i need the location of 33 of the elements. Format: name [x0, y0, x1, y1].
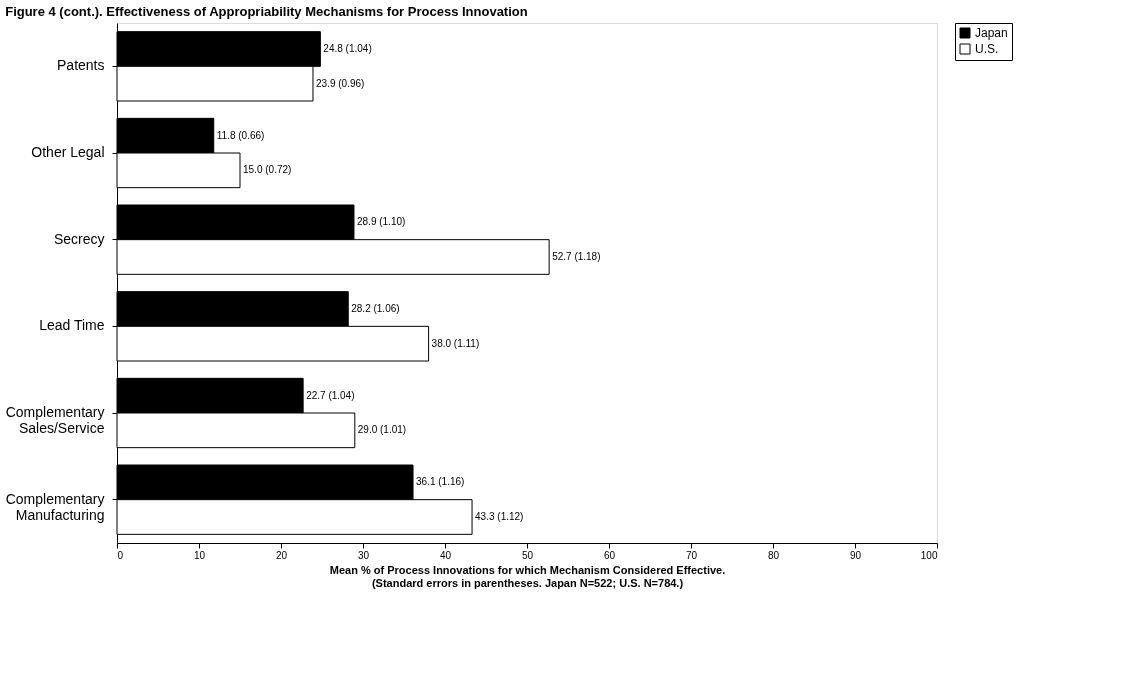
- data-label: 11.8 (0.66): [216, 129, 265, 141]
- y-tick-label: Complementary Manufacturing: [5, 490, 105, 523]
- x-tick-label: 90: [849, 549, 862, 561]
- data-label: 28.2 (1.06): [351, 303, 400, 314]
- data-label: 38.0 (1.11): [431, 337, 480, 349]
- data-label: 43.3 (1.12): [475, 511, 524, 522]
- y-tick-label: Secrecy: [53, 230, 105, 247]
- x-tick-label: 100: [920, 549, 938, 561]
- data-label: 28.9 (1.10): [356, 216, 406, 228]
- data-label: 23.9 (0.96): [315, 77, 365, 89]
- x-tick-label: 40: [439, 549, 452, 561]
- x-tick-label: 60: [603, 549, 616, 561]
- x-tick-label: 20: [275, 549, 288, 561]
- y-tick-label: Complementary Sales/Service: [5, 404, 105, 436]
- data-label: 52.7 (1.18): [552, 251, 601, 262]
- legend-label: U.S.: [975, 42, 999, 56]
- x-tick-label: 30: [357, 549, 370, 561]
- y-tick-label: Patents: [57, 57, 105, 74]
- data-label: 36.1 (1.16): [416, 476, 465, 488]
- data-label: 15.0 (0.72): [243, 164, 292, 176]
- y-tick-label: Lead Time: [39, 317, 105, 334]
- x-tick-label: 50: [521, 549, 534, 561]
- chart-title: Figure 4 (cont.). Effectiveness of Appropriability Mechanisms for Process Innovation: [5, 3, 528, 19]
- data-label: 29.0 (1.01): [357, 424, 407, 436]
- legend-label: Japan: [975, 26, 1008, 40]
- y-tick-label: Other Legal: [31, 144, 105, 160]
- x-axis-title: Mean % of Process Innovations for which Mechanism Considered Effective. (Standard errors in parentheses. Japan N=522; U.S. N=784.): [329, 563, 726, 589]
- data-label: 22.7 (1.04): [306, 389, 355, 401]
- x-tick-label: 70: [685, 549, 698, 561]
- x-tick-label: 80: [767, 549, 780, 561]
- x-tick-label: 0: [117, 549, 124, 561]
- x-tick-label: 10: [193, 549, 206, 561]
- data-label: 24.8 (1.04): [323, 43, 372, 54]
